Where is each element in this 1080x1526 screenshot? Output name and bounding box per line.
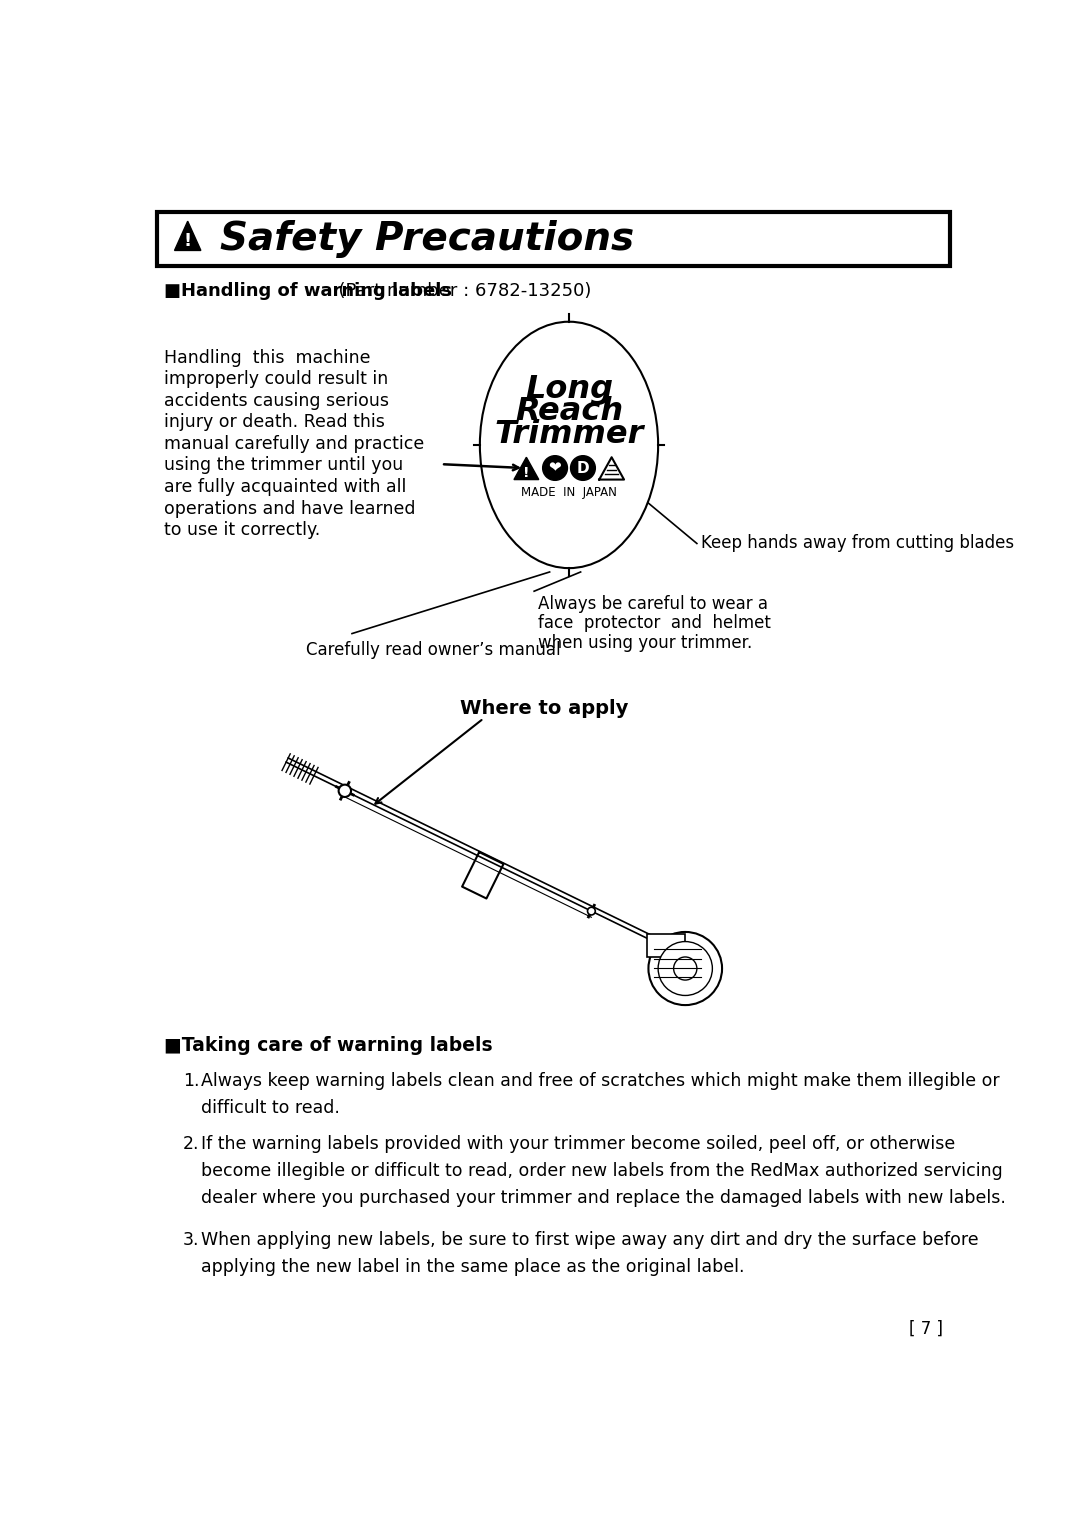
Circle shape	[542, 456, 567, 481]
Text: 3.: 3.	[183, 1231, 200, 1250]
Text: when using your trimmer.: when using your trimmer.	[538, 633, 753, 652]
Text: are fully acquainted with all: are fully acquainted with all	[164, 478, 407, 496]
Text: 1.: 1.	[183, 1071, 200, 1090]
Polygon shape	[514, 458, 539, 479]
Bar	[647, 934, 685, 957]
Text: operations and have learned: operations and have learned	[164, 499, 416, 517]
Text: Always keep warning labels clean and free of scratches which might make them ill: Always keep warning labels clean and fre…	[201, 1071, 999, 1117]
Text: Long: Long	[525, 374, 613, 404]
Circle shape	[658, 942, 713, 995]
Text: Where to apply: Where to apply	[460, 699, 629, 719]
Text: accidents causing serious: accidents causing serious	[164, 392, 390, 410]
Circle shape	[339, 784, 351, 797]
Text: ❤: ❤	[549, 461, 562, 476]
Text: ■Taking care of warning labels: ■Taking care of warning labels	[164, 1036, 494, 1056]
Text: If the warning labels provided with your trimmer become soiled, peel off, or oth: If the warning labels provided with your…	[201, 1135, 1005, 1207]
Text: Carefully read owner’s manual: Carefully read owner’s manual	[306, 641, 561, 659]
Polygon shape	[599, 458, 624, 479]
Text: MADE  IN  JAPAN: MADE IN JAPAN	[521, 487, 617, 499]
Text: Reach: Reach	[515, 395, 623, 427]
Bar	[157, 212, 950, 266]
Text: Always be careful to wear a: Always be careful to wear a	[538, 595, 768, 613]
Text: Keep hands away from cutting blades: Keep hands away from cutting blades	[701, 534, 1014, 552]
Text: !: !	[184, 232, 192, 250]
Text: (Part number : 6782-13250): (Part number : 6782-13250)	[327, 282, 592, 299]
Text: injury or death. Read this: injury or death. Read this	[164, 414, 386, 432]
Circle shape	[588, 908, 595, 916]
Circle shape	[674, 957, 697, 980]
Text: !: !	[523, 465, 529, 479]
Polygon shape	[175, 221, 201, 250]
Ellipse shape	[480, 322, 658, 568]
Text: ■Handling of warning labels: ■Handling of warning labels	[164, 282, 453, 299]
Text: D: D	[577, 461, 590, 476]
Text: Trimmer: Trimmer	[495, 418, 644, 450]
Text: to use it correctly.: to use it correctly.	[164, 522, 321, 539]
Text: 2.: 2.	[183, 1135, 200, 1152]
Text: When applying new labels, be sure to first wipe away any dirt and dry the surfac: When applying new labels, be sure to fir…	[201, 1231, 978, 1276]
Text: face  protector  and  helmet: face protector and helmet	[538, 615, 771, 632]
Text: [ 7 ]: [ 7 ]	[908, 1320, 943, 1338]
Circle shape	[570, 456, 595, 481]
Text: using the trimmer until you: using the trimmer until you	[164, 456, 404, 475]
Text: Safety Precautions: Safety Precautions	[220, 220, 634, 258]
Text: improperly could result in: improperly could result in	[164, 371, 389, 388]
Text: manual carefully and practice: manual carefully and practice	[164, 435, 424, 453]
Text: Handling  this  machine: Handling this machine	[164, 348, 370, 366]
Ellipse shape	[648, 932, 723, 1006]
